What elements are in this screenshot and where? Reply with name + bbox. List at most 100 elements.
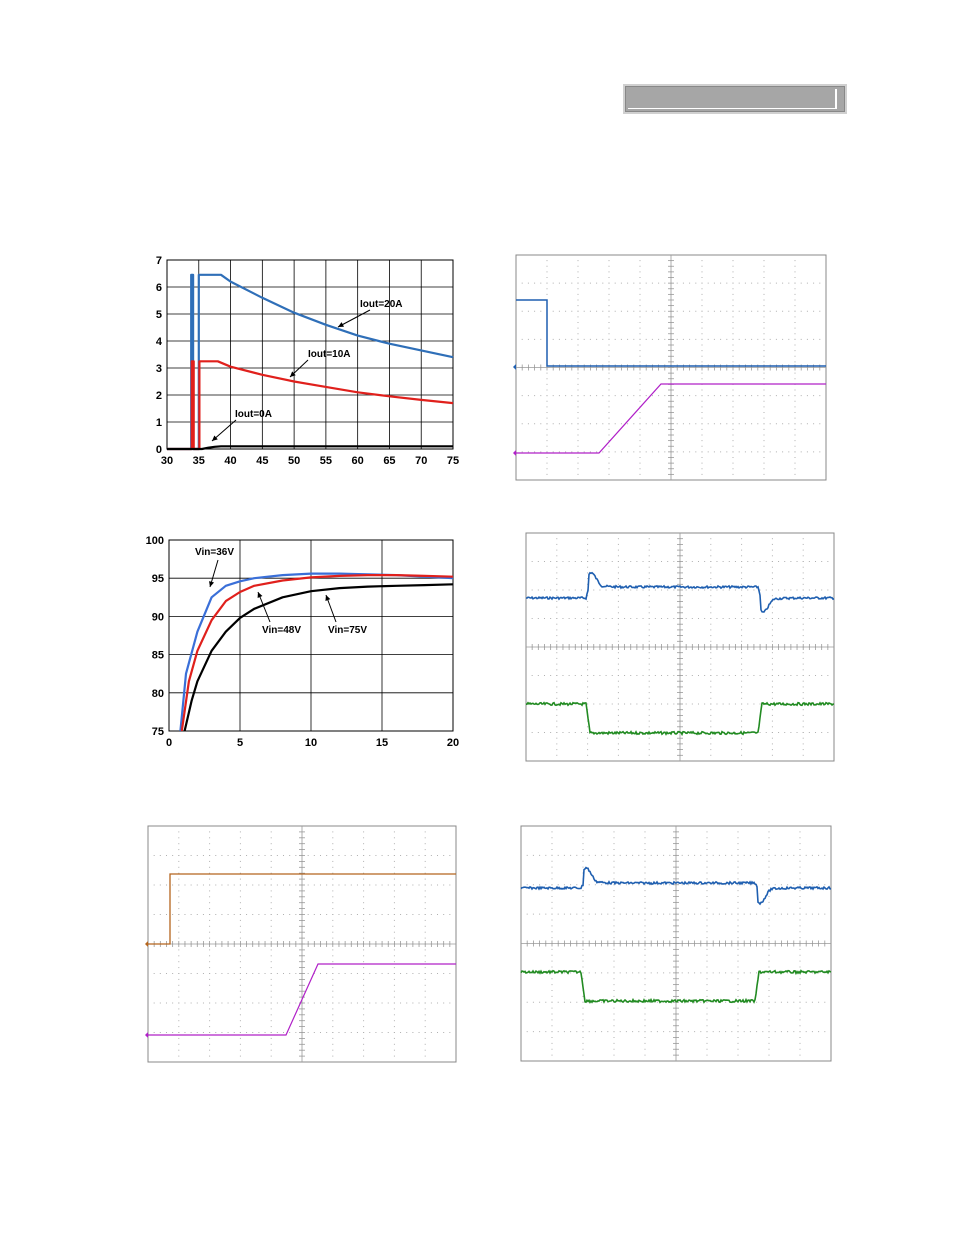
grid-dot (546, 457, 548, 458)
grid-dot (313, 884, 315, 886)
grid-dot (796, 618, 798, 619)
grid-dot (424, 978, 426, 980)
grid-dot (701, 412, 703, 413)
grid-dot (283, 855, 285, 856)
grid-dot (178, 1002, 180, 1004)
grid-dot (437, 1002, 439, 1004)
grid-dot (644, 831, 646, 833)
grid-dot (802, 566, 804, 568)
grid-dot (332, 990, 334, 992)
grid-dot (771, 549, 773, 551)
grid-dot (763, 355, 765, 357)
grid-dot (570, 1031, 572, 1033)
grid-dot (630, 618, 632, 619)
grid-dot (648, 629, 650, 631)
grid-dot (424, 931, 426, 933)
grid-dot (654, 589, 656, 591)
grid-dot (710, 709, 712, 711)
grid-dot (582, 901, 584, 903)
grid-dot (763, 305, 765, 307)
grid-dot (806, 310, 808, 312)
grid-dot (720, 423, 722, 425)
grid-dot (710, 595, 712, 597)
grid-dot (608, 271, 610, 273)
grid-dot (802, 686, 804, 688)
grid-dot (794, 462, 796, 464)
grid-dot (526, 884, 528, 886)
grid-dot (270, 955, 272, 957)
grid-dot (178, 990, 180, 992)
grid-dot (741, 663, 743, 665)
grid-dot (209, 973, 211, 974)
grid-dot (712, 1001, 714, 1003)
grid-dot (800, 395, 802, 397)
grid-dot (565, 338, 567, 340)
grid-dot (749, 1031, 751, 1033)
grid-dot (741, 583, 743, 585)
grid-dot (608, 355, 610, 357)
grid-dot (594, 913, 596, 915)
grid-dot (545, 884, 547, 886)
grid-dot (190, 1002, 192, 1004)
grid-dot (270, 878, 272, 880)
grid-dot (393, 1043, 395, 1045)
grid-dot (749, 884, 751, 886)
grid-dot (613, 872, 615, 874)
grid-dot (246, 914, 248, 915)
annotation-arrow (337, 309, 371, 328)
grid-dot (737, 896, 739, 897)
grid-dot (788, 310, 790, 312)
grid-dot (794, 445, 796, 447)
grid-dot (196, 855, 198, 856)
grid-dot (587, 606, 589, 608)
grid-dot (582, 831, 584, 833)
grid-dot (763, 265, 765, 267)
scope1-marker-blue (513, 364, 516, 370)
grid-dot (574, 732, 576, 733)
grid-dot (239, 1049, 241, 1051)
grid-dot (264, 973, 266, 974)
grid-dot (270, 984, 272, 986)
grid-dot (737, 978, 739, 980)
grid-dot (546, 428, 548, 430)
grid-dot (556, 629, 558, 631)
grid-dot (570, 913, 572, 915)
grid-dot (788, 423, 790, 425)
grid-dot (574, 561, 576, 562)
grid-dot (209, 914, 211, 915)
grid-dot (582, 978, 584, 980)
grid-dot (531, 675, 533, 676)
grid-dot (619, 854, 621, 856)
grid-dot (771, 543, 773, 545)
grid-dot (741, 629, 743, 631)
grid-dot (737, 860, 739, 862)
grid-dot (639, 265, 641, 267)
grid-dot (165, 1032, 167, 1033)
grid-dot (811, 1001, 813, 1003)
grid-dot (802, 595, 804, 597)
grid-dot (738, 310, 740, 312)
grid-dot (239, 996, 241, 998)
grid-dot (654, 675, 656, 676)
grid-dot (827, 675, 829, 676)
grid-dot (827, 732, 829, 733)
grid-dot (608, 316, 610, 318)
grid-dot (617, 589, 619, 591)
grid-dot (209, 1055, 211, 1057)
grid-dot (178, 967, 180, 969)
grid-dot (650, 1031, 652, 1033)
grid-dot (159, 884, 161, 886)
grid-dot (159, 973, 161, 974)
grid-dot (209, 837, 211, 839)
grid-dot (221, 973, 223, 974)
scope-grid (516, 255, 826, 480)
header-bar-inner (628, 89, 837, 109)
grid-dot (577, 271, 579, 273)
grid-dot (819, 395, 821, 397)
grid-dot (732, 473, 734, 475)
grid-dot (178, 896, 180, 898)
grid-dot (762, 854, 764, 856)
grid-dot (608, 395, 610, 397)
grid-dot (617, 629, 619, 631)
grid-dot (630, 703, 632, 705)
